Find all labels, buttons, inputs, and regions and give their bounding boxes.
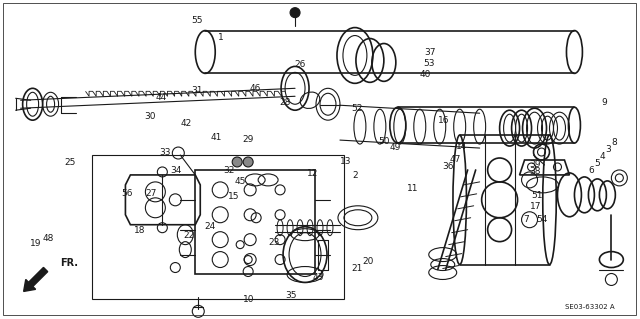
Text: 3: 3 <box>605 145 611 154</box>
Text: 26: 26 <box>294 60 305 69</box>
Circle shape <box>232 157 242 167</box>
Text: 20: 20 <box>363 257 374 266</box>
Text: 38: 38 <box>529 167 540 176</box>
Text: 2: 2 <box>352 171 358 180</box>
Text: 14: 14 <box>456 142 467 151</box>
Text: 10: 10 <box>243 295 254 304</box>
Text: 16: 16 <box>438 116 450 125</box>
Text: 41: 41 <box>211 133 222 142</box>
Text: 30: 30 <box>145 112 156 121</box>
Text: SE03-63302 A: SE03-63302 A <box>564 304 614 310</box>
Text: 54: 54 <box>536 215 548 224</box>
Text: 34: 34 <box>171 166 182 175</box>
Text: 23: 23 <box>268 238 280 247</box>
Text: 39: 39 <box>529 160 540 169</box>
Text: 6: 6 <box>588 166 594 175</box>
Text: 11: 11 <box>407 184 419 193</box>
Text: 21: 21 <box>351 264 363 273</box>
Circle shape <box>243 157 253 167</box>
Text: 47: 47 <box>450 155 461 164</box>
Text: 27: 27 <box>145 189 156 198</box>
Text: 25: 25 <box>64 158 76 167</box>
Circle shape <box>290 8 300 18</box>
Text: 33: 33 <box>160 148 172 157</box>
Text: 53: 53 <box>423 59 435 68</box>
Text: 46: 46 <box>249 85 260 93</box>
Text: 50: 50 <box>378 137 390 145</box>
Text: 31: 31 <box>191 86 203 95</box>
Text: 36: 36 <box>442 162 454 171</box>
Text: 22: 22 <box>184 231 195 240</box>
Text: 13: 13 <box>340 157 351 166</box>
Text: 1: 1 <box>218 33 224 42</box>
Text: 45: 45 <box>234 177 246 186</box>
Text: 7: 7 <box>523 215 529 224</box>
Text: 51: 51 <box>531 190 543 200</box>
Text: 8: 8 <box>611 138 616 147</box>
Text: 35: 35 <box>285 291 297 300</box>
Text: 5: 5 <box>595 159 600 168</box>
Text: FR.: FR. <box>61 257 79 268</box>
Text: 32: 32 <box>223 166 235 175</box>
Bar <box>93 155 344 300</box>
Text: 56: 56 <box>122 189 133 198</box>
Text: 17: 17 <box>530 202 541 211</box>
Text: 40: 40 <box>420 70 431 79</box>
Bar <box>195 170 315 274</box>
Text: 24: 24 <box>205 222 216 231</box>
Text: 52: 52 <box>351 104 363 113</box>
Text: 55: 55 <box>191 16 203 25</box>
Text: 43: 43 <box>313 272 324 281</box>
Text: 15: 15 <box>228 191 239 201</box>
FancyArrow shape <box>24 267 48 292</box>
Text: 49: 49 <box>390 143 401 152</box>
Text: 28: 28 <box>279 98 291 107</box>
Text: 9: 9 <box>602 98 607 107</box>
Text: 44: 44 <box>156 93 167 102</box>
Text: 37: 37 <box>424 48 436 57</box>
Text: 42: 42 <box>180 119 191 129</box>
Text: 4: 4 <box>600 152 605 161</box>
Text: 29: 29 <box>243 135 254 144</box>
Text: 12: 12 <box>307 169 318 178</box>
Text: 48: 48 <box>43 234 54 243</box>
Text: 18: 18 <box>134 226 146 235</box>
Text: 19: 19 <box>30 239 42 248</box>
